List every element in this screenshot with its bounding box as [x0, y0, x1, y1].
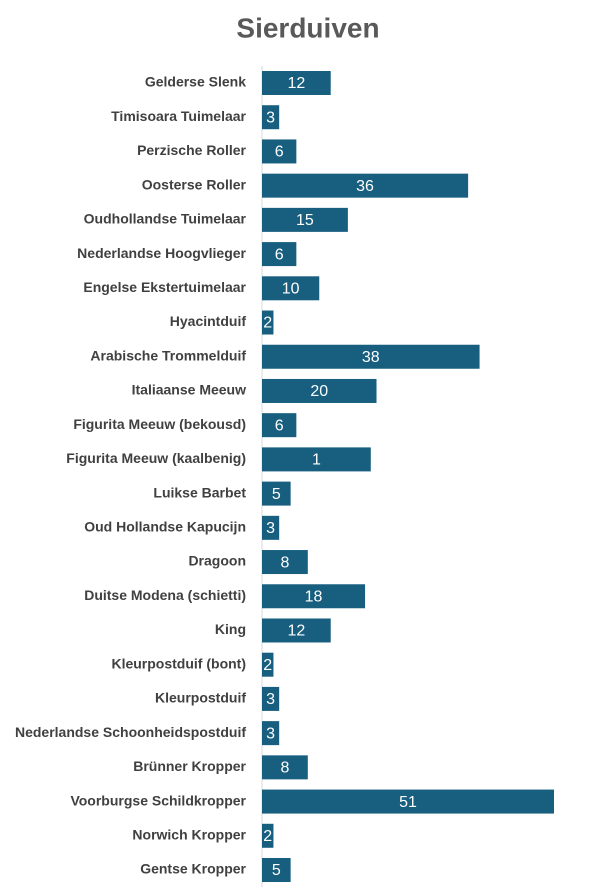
data-label: 8 [280, 760, 289, 777]
bar [262, 481, 291, 506]
data-label: 6 [275, 144, 284, 161]
data-label: 6 [275, 246, 284, 263]
bar [262, 515, 280, 540]
data-label: 3 [266, 725, 275, 742]
y-tick-label: Oosterse Roller [142, 176, 247, 192]
data-label: 18 [305, 588, 323, 605]
data-label: 3 [266, 109, 275, 126]
data-label: 12 [287, 75, 305, 92]
y-tick-label: King [215, 621, 246, 637]
bar [262, 858, 291, 882]
bar [262, 447, 371, 472]
y-tick-label: Gelderse Slenk [145, 74, 246, 90]
data-label: 36 [356, 178, 374, 195]
bar [262, 686, 280, 711]
bar [262, 173, 469, 198]
bar [262, 413, 297, 438]
y-tick-label: Nederlandse Schoonheidspostduif [15, 724, 246, 740]
bar [262, 755, 308, 780]
data-label: 3 [266, 520, 275, 537]
bar [262, 276, 320, 301]
bar [262, 584, 366, 609]
bar [262, 207, 348, 232]
y-tick-label: Italiaanse Meeuw [132, 382, 246, 398]
bar [262, 139, 297, 164]
chart-title: Sierduiven [236, 12, 379, 43]
data-label: 3 [266, 691, 275, 708]
y-tick-label: Kleurpostduif (bont) [111, 655, 246, 671]
data-label: 6 [275, 417, 284, 434]
bar [262, 789, 554, 814]
bar [262, 823, 274, 848]
y-tick-label: Nederlandse Hoogvlieger [77, 245, 246, 261]
data-label: 38 [362, 349, 380, 366]
bar [262, 71, 331, 95]
data-label: 15 [296, 212, 314, 229]
y-tick-label: Timisoara Tuimelaar [111, 108, 246, 124]
y-tick-label: Engelse Ekstertuimelaar [83, 279, 246, 295]
data-label: 2 [263, 315, 272, 332]
data-label: 12 [287, 623, 305, 640]
y-tick-label: Perzische Roller [137, 142, 246, 158]
bar [262, 652, 274, 677]
y-tick-label: Hyacintduif [170, 313, 247, 329]
bar [262, 310, 274, 335]
y-tick-label: Gentse Kropper [140, 861, 246, 877]
data-label: 20 [310, 383, 328, 400]
y-tick-label: Luikse Barbet [153, 484, 246, 500]
data-label: 2 [263, 657, 272, 674]
y-tick-label: Norwich Kropper [132, 826, 246, 842]
data-label: 10 [282, 281, 300, 298]
y-tick-label: Oudhollandse Tuimelaar [84, 211, 247, 227]
y-tick-label: Dragoon [188, 553, 246, 569]
data-label: 2 [263, 828, 272, 845]
bar [262, 344, 480, 369]
data-label: 51 [399, 794, 417, 811]
bar [262, 721, 280, 746]
y-tick-label: Duitse Modena (schietti) [84, 587, 246, 603]
y-tick-label: Kleurpostduif [155, 690, 246, 706]
y-tick-label: Arabische Trommelduif [90, 347, 246, 363]
data-label: 1 [312, 452, 321, 469]
y-tick-label: Voorburgse Schildkropper [70, 792, 246, 808]
bar [262, 242, 297, 267]
data-label: 5 [272, 486, 281, 503]
y-tick-label: Figurita Meeuw (kaalbenig) [66, 450, 246, 466]
data-label: 8 [280, 554, 289, 571]
bar [262, 105, 280, 130]
bar [262, 550, 308, 575]
bar [262, 378, 377, 403]
y-tick-label: Brünner Kropper [133, 758, 246, 774]
y-tick-label: Figurita Meeuw (bekousd) [73, 416, 246, 432]
bar [262, 618, 331, 643]
data-label: 5 [272, 862, 281, 879]
y-tick-label: Oud Hollandse Kapucijn [84, 519, 246, 535]
